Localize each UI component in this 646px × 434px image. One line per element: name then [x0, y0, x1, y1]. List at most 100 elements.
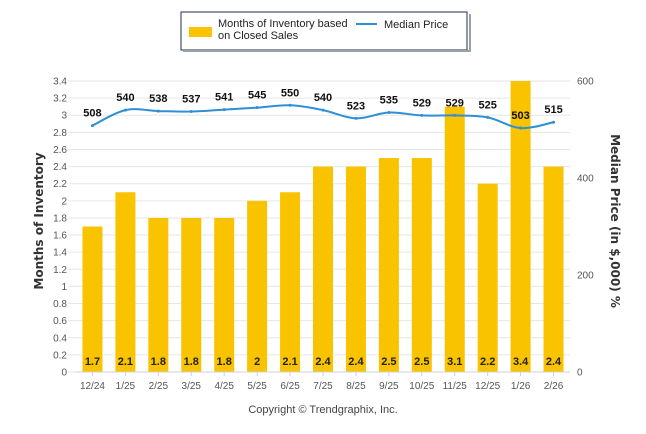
- median-price-point: [123, 108, 127, 112]
- bar-value-label: 2.2: [480, 356, 495, 368]
- legend-label-inventory-line1: Months of Inventory based: [218, 18, 348, 30]
- y-tick-label: 2.2: [53, 179, 67, 190]
- bar-value-label: 2.4: [348, 356, 364, 368]
- x-tick-label: 7/25: [313, 381, 333, 392]
- bar-1-25: [115, 192, 136, 372]
- y2-tick-label: 0: [577, 368, 583, 379]
- median-price-point: [420, 113, 424, 117]
- y2-tick-label: 200: [577, 271, 594, 282]
- median-price-label: 550: [281, 87, 299, 99]
- bar-8-25: [345, 166, 366, 372]
- legend-label-median-price: Median Price: [384, 19, 448, 31]
- median-price-point: [453, 113, 457, 117]
- median-price-point: [288, 103, 292, 107]
- bar-value-label: 2.4: [315, 356, 331, 368]
- median-price-label: 540: [314, 92, 332, 104]
- median-price-label: 508: [83, 108, 101, 120]
- bar-12-25: [477, 183, 498, 372]
- median-price-point: [90, 124, 94, 128]
- x-tick-label: 5/25: [247, 381, 267, 392]
- median-price-point: [156, 109, 160, 113]
- x-tick-label: 8/25: [346, 381, 366, 392]
- median-price-point: [321, 108, 325, 112]
- bar-value-label: 2.5: [381, 356, 396, 368]
- y-tick-label: 2: [61, 196, 67, 207]
- bar-value-label: 3.4: [513, 356, 529, 368]
- x-tick-label: 2/26: [544, 381, 564, 392]
- median-price-label: 545: [248, 90, 266, 102]
- bar-value-label: 2.5: [414, 356, 429, 368]
- bar-value-label: 3.1: [447, 356, 462, 368]
- bar-value-label: 2.4: [546, 356, 562, 368]
- x-axis: 12/24 1/25 2/25 3/25 4/25 5/25 6/25 7/25 8/25 9/2…: [76, 371, 570, 392]
- y-tick-label: 2.4: [53, 162, 67, 173]
- y-tick-label: 1.4: [53, 248, 67, 259]
- legend-shadow-right: [469, 14, 471, 52]
- y-tick-label: 1.8: [53, 213, 67, 224]
- y-tick-label: 0: [61, 368, 67, 379]
- bar-6-25: [280, 192, 301, 372]
- median-price-label: 529: [413, 97, 431, 109]
- median-price-point: [189, 110, 193, 114]
- bar-1-26: [510, 81, 531, 372]
- bar-3-25: [181, 217, 202, 372]
- x-tick-label: 1/25: [116, 381, 136, 392]
- median-price-label: 529: [446, 97, 464, 109]
- x-tick-label: 10/25: [409, 381, 434, 392]
- legend: Months of Inventory based on Closed Sale…: [180, 11, 471, 52]
- median-price-label: 538: [149, 93, 167, 105]
- y-tick-label: 1.2: [53, 265, 67, 276]
- x-tick-label: 9/25: [379, 381, 399, 392]
- x-tick-label: 12/25: [475, 381, 500, 392]
- y-tick-label: 0.6: [53, 316, 67, 327]
- median-price-point: [519, 126, 523, 130]
- bar-value-label: 1.8: [151, 356, 166, 368]
- y-axis-left-title: Months of Inventory: [32, 152, 46, 289]
- median-price-label: 523: [347, 100, 365, 112]
- y2-tick-label: 600: [577, 77, 594, 88]
- bar-4-25: [214, 217, 235, 372]
- median-price-point: [387, 111, 391, 115]
- y-tick-label: 0.8: [53, 299, 67, 310]
- line-series: [90, 103, 556, 130]
- copyright-footer: Copyright © Trendgraphix, Inc.: [248, 404, 397, 416]
- median-price-label: 503: [511, 110, 529, 122]
- y-tick-label: 1: [61, 282, 67, 293]
- bar-data-labels: 1.7 2.1 1.8 1.8 1.8 2 2.1 2.4 2.4 2.5 2.5 3.1 2.2 3.4…: [85, 356, 562, 368]
- bar-series: [82, 81, 564, 373]
- median-price-label: 540: [116, 92, 134, 104]
- bar-value-label: 1.8: [217, 356, 232, 368]
- bar-9-25: [378, 158, 399, 372]
- y-tick-label: 2.6: [53, 145, 67, 156]
- bar-2-26: [543, 166, 564, 372]
- x-tick-label: 1/26: [511, 381, 531, 392]
- bar-10-25: [411, 158, 432, 372]
- median-price-point: [552, 120, 556, 124]
- line-data-labels: 508 540 538 537 541 545 550 540 523 535 529 529 525 5…: [83, 87, 562, 122]
- bar-value-label: 2.1: [118, 356, 133, 368]
- x-tick-label: 6/25: [280, 381, 300, 392]
- legend-shadow-bottom: [183, 50, 471, 52]
- x-tick-label: 3/25: [182, 381, 202, 392]
- median-price-point: [255, 106, 259, 110]
- bar-value-label: 1.7: [85, 356, 100, 368]
- y-tick-label: 3: [61, 111, 67, 122]
- legend-label-inventory-line2: on Closed Sales: [218, 30, 299, 42]
- y-axis-left-ticks: 0 0.2 0.4 0.6 0.8 1 1.2 1.4 1.6 1.8 2 2.2 2.4 2.6 2.8 3…: [53, 77, 67, 379]
- median-price-point: [222, 108, 226, 112]
- median-price-label: 541: [215, 92, 233, 104]
- x-tick-label: 12/24: [80, 381, 105, 392]
- median-price-point: [354, 116, 358, 120]
- legend-box: [180, 11, 468, 51]
- x-tick-label: 2/25: [149, 381, 169, 392]
- bar-5-25: [247, 200, 268, 372]
- legend-swatch-inventory: [189, 27, 212, 37]
- median-price-label: 525: [478, 99, 496, 111]
- bar-7-25: [313, 166, 333, 372]
- median-price-label: 537: [182, 94, 200, 106]
- x-tick-label: 4/25: [214, 381, 234, 392]
- bar-value-label: 2: [254, 356, 260, 368]
- bar-12-24: [82, 226, 103, 372]
- y-axis-right-ticks: 0 200 400 600: [577, 77, 594, 379]
